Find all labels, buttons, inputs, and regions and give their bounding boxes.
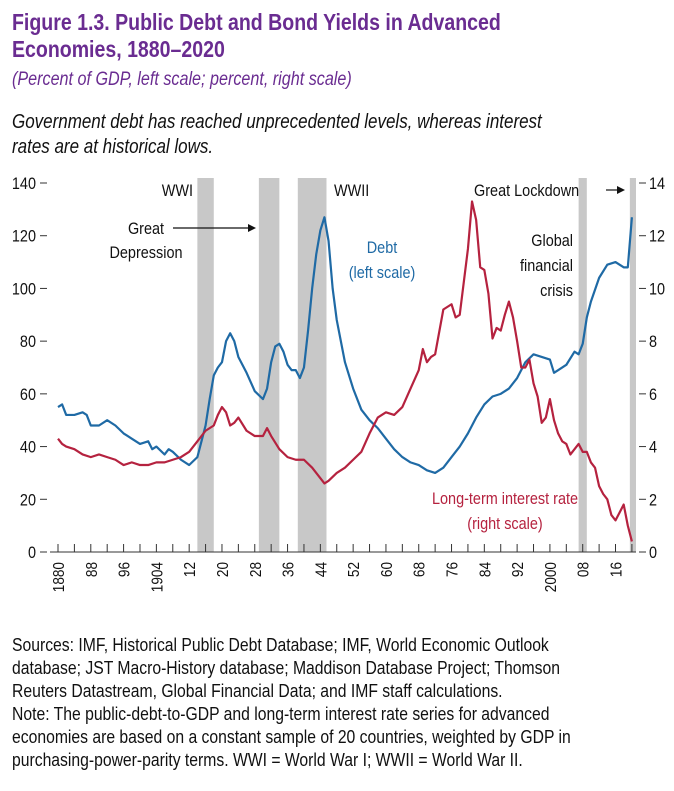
y2-tick-label: 0 — [649, 544, 657, 562]
period-label: crisis — [540, 282, 573, 300]
shaded-period — [297, 178, 327, 552]
x-tick-label: 12 — [182, 562, 199, 577]
x-tick-label: 20 — [215, 562, 232, 577]
period-label: WWII — [334, 182, 369, 200]
series-note: (right scale) — [467, 515, 542, 533]
shaded-period — [578, 178, 587, 552]
y-tick-label: 120 — [12, 228, 36, 246]
period-label: Global — [531, 232, 573, 250]
shaded-period — [629, 178, 636, 552]
period-label: financial — [520, 257, 573, 275]
x-tick-label: 36 — [281, 562, 298, 577]
y-tick-label: 0 — [28, 544, 36, 562]
y-tick-label: 80 — [20, 333, 36, 351]
shaded-period — [258, 178, 280, 552]
x-tick-label: 76 — [445, 562, 462, 577]
y2-tick-label: 8 — [649, 333, 657, 351]
x-tick-label: 68 — [412, 562, 429, 577]
footnote: economies are based on a constant sample… — [12, 726, 571, 748]
period-label: Depression — [109, 244, 182, 262]
x-tick-label: 60 — [379, 562, 396, 577]
shaded-period — [197, 178, 214, 552]
y-tick-label: 60 — [20, 386, 36, 404]
x-tick-label: 52 — [346, 562, 363, 577]
x-tick-label: 1904 — [149, 562, 166, 592]
y2-tick-label: 10 — [649, 280, 665, 298]
footnote: Sources: IMF, Historical Public Debt Dat… — [12, 634, 549, 656]
period-arrowhead — [617, 186, 625, 194]
x-tick-label: 44 — [313, 562, 330, 577]
y2-tick-label: 4 — [649, 439, 657, 457]
footnote: purchasing-power-parity terms. WWI = Wor… — [12, 749, 523, 771]
footnote: Reuters Datastream, Global Financial Dat… — [12, 680, 503, 702]
y-tick-label: 140 — [12, 175, 36, 193]
footnote: database; JST Macro-History database; Ma… — [12, 657, 560, 679]
y-tick-label: 100 — [12, 280, 36, 298]
series-note: (left scale) — [349, 264, 416, 282]
period-label: Great — [128, 220, 165, 238]
chart-title: Figure 1.3. Public Debt and Bond Yields … — [12, 10, 501, 36]
chart-description: rates are at historical lows. — [12, 135, 213, 158]
chart-subtitle: (Percent of GDP, left scale; percent, ri… — [12, 68, 352, 90]
series-label: Debt — [367, 239, 398, 257]
y2-tick-label: 6 — [649, 386, 657, 404]
x-tick-label: 1880 — [51, 562, 68, 592]
x-tick-label: 92 — [510, 562, 527, 577]
x-tick-label: 88 — [84, 562, 101, 577]
x-tick-label: 84 — [477, 562, 494, 577]
x-tick-label: 08 — [576, 562, 593, 577]
x-tick-label: 28 — [248, 562, 265, 577]
period-arrowhead — [248, 224, 256, 232]
y-tick-label: 20 — [20, 491, 36, 509]
y2-tick-label: 12 — [649, 228, 665, 246]
x-tick-label: 16 — [609, 562, 626, 577]
series-label: Long-term interest rate — [432, 490, 578, 508]
series-line — [57, 200, 633, 542]
footnote: Note: The public-debt-to-GDP and long-te… — [12, 703, 549, 725]
y2-tick-label: 2 — [649, 491, 657, 509]
chart-title: Economies, 1880–2020 — [12, 37, 225, 63]
x-tick-label: 2000 — [543, 562, 560, 592]
x-tick-label: 96 — [117, 562, 134, 577]
chart-description: Government debt has reached unprecedente… — [12, 110, 543, 133]
period-label: Great Lockdown — [474, 182, 579, 200]
series-line — [57, 216, 633, 475]
y2-tick-label: 14 — [649, 175, 665, 193]
y-tick-label: 40 — [20, 439, 36, 457]
period-label: WWI — [162, 182, 193, 200]
